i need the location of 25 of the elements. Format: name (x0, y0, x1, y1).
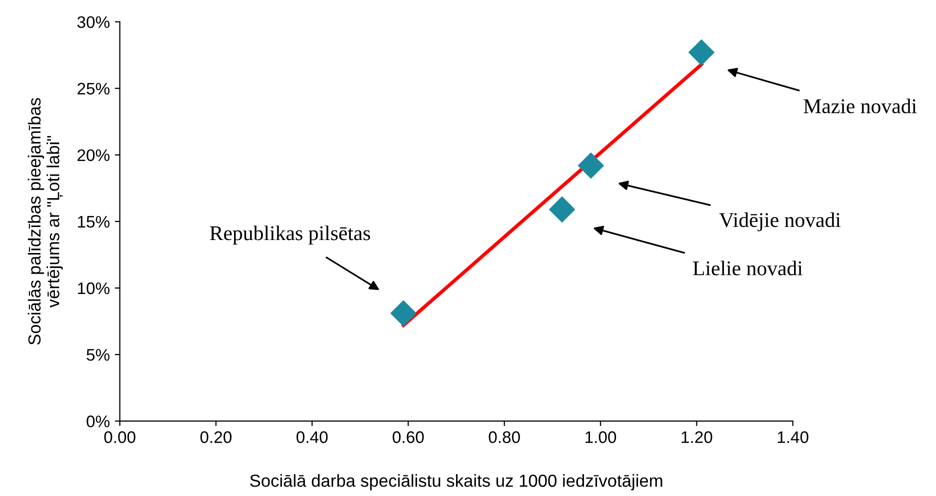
x-axis-title: Sociālā darba speciālistu skaits uz 1000 iedzīvotājiem (250, 474, 662, 490)
y-tick-label: 15% (78, 216, 110, 228)
annotation: Vidējie novadi (719, 212, 841, 232)
point (578, 152, 604, 179)
x-tick-label: 0.80 (488, 431, 520, 444)
y-tick-label: 20% (78, 149, 110, 162)
point (548, 196, 576, 223)
x-tick-label: 0.20 (200, 431, 232, 444)
y-tick-label: 30% (77, 16, 110, 28)
annotation: Republikas pilsētas (210, 226, 370, 244)
y-tick-label: 5% (86, 349, 110, 361)
x-tick-label: 0.00 (104, 431, 136, 444)
y-tick-label: 0% (86, 416, 110, 428)
x-tick-label: 0.60 (392, 431, 424, 444)
y-tick-label: 25% (78, 82, 110, 95)
annotation: Lielie novadi (693, 260, 803, 276)
y-tick-label: 10% (78, 282, 110, 294)
x-tick-label: 0.40 (296, 431, 328, 444)
x-tick-label: 1.00 (586, 431, 616, 444)
text: Mazie novadi (804, 98, 917, 114)
x-tick-label: 1.20 (682, 431, 712, 444)
point (688, 39, 715, 66)
point (390, 300, 417, 326)
y-axis-title: Sociālās palīdzības pieejamības vērtējums ar "Ļoti labi" (28, 98, 63, 345)
x-tick-label: 1.40 (778, 431, 808, 444)
